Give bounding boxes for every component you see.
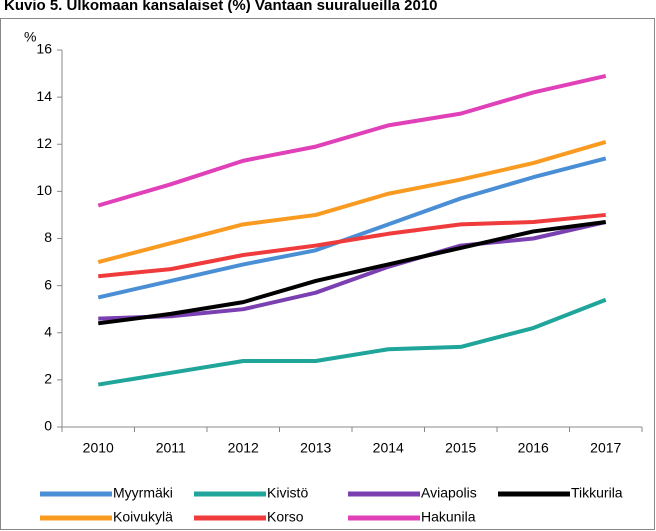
x-tick-label: 2010 bbox=[83, 440, 114, 456]
x-tick-label: 2017 bbox=[590, 440, 621, 456]
series-line bbox=[98, 212, 606, 279]
series-line bbox=[97, 73, 607, 208]
y-tick-label: 8 bbox=[44, 229, 52, 245]
series-line bbox=[97, 139, 607, 264]
y-tick-label: 6 bbox=[44, 276, 52, 292]
y-tick-label: 2 bbox=[44, 371, 52, 387]
legend-label: Aviapolis bbox=[421, 485, 477, 501]
y-tick-label: 10 bbox=[36, 182, 52, 198]
x-tick-label: 2016 bbox=[518, 440, 549, 456]
x-tick-label: 2012 bbox=[228, 440, 259, 456]
legend-label: Myyrmäki bbox=[113, 485, 173, 501]
series-line bbox=[97, 297, 607, 387]
legend-label: Tikkurila bbox=[571, 485, 623, 501]
y-tick-label: 0 bbox=[44, 418, 52, 434]
legend-label: Korso bbox=[267, 509, 304, 525]
y-tick-label: 14 bbox=[36, 88, 52, 104]
x-tick-label: 2015 bbox=[445, 440, 476, 456]
x-tick-label: 2013 bbox=[300, 440, 331, 456]
y-tick-label: 12 bbox=[36, 135, 52, 151]
series-line bbox=[98, 220, 607, 321]
legend-label: Koivukylä bbox=[113, 509, 173, 525]
chart-title: Kuvio 5. Ulkomaan kansalaiset (%) Vantaa… bbox=[4, 0, 438, 14]
series-line bbox=[97, 220, 607, 326]
y-axis-label: % bbox=[24, 29, 36, 45]
legend-label: Hakunila bbox=[421, 509, 476, 525]
y-tick-label: 4 bbox=[44, 323, 52, 339]
x-tick-label: 2014 bbox=[373, 440, 404, 456]
x-tick-label: 2011 bbox=[156, 440, 186, 456]
series-line bbox=[97, 156, 607, 300]
y-tick-label: 16 bbox=[36, 41, 52, 57]
legend-label: Kivistö bbox=[267, 485, 308, 501]
